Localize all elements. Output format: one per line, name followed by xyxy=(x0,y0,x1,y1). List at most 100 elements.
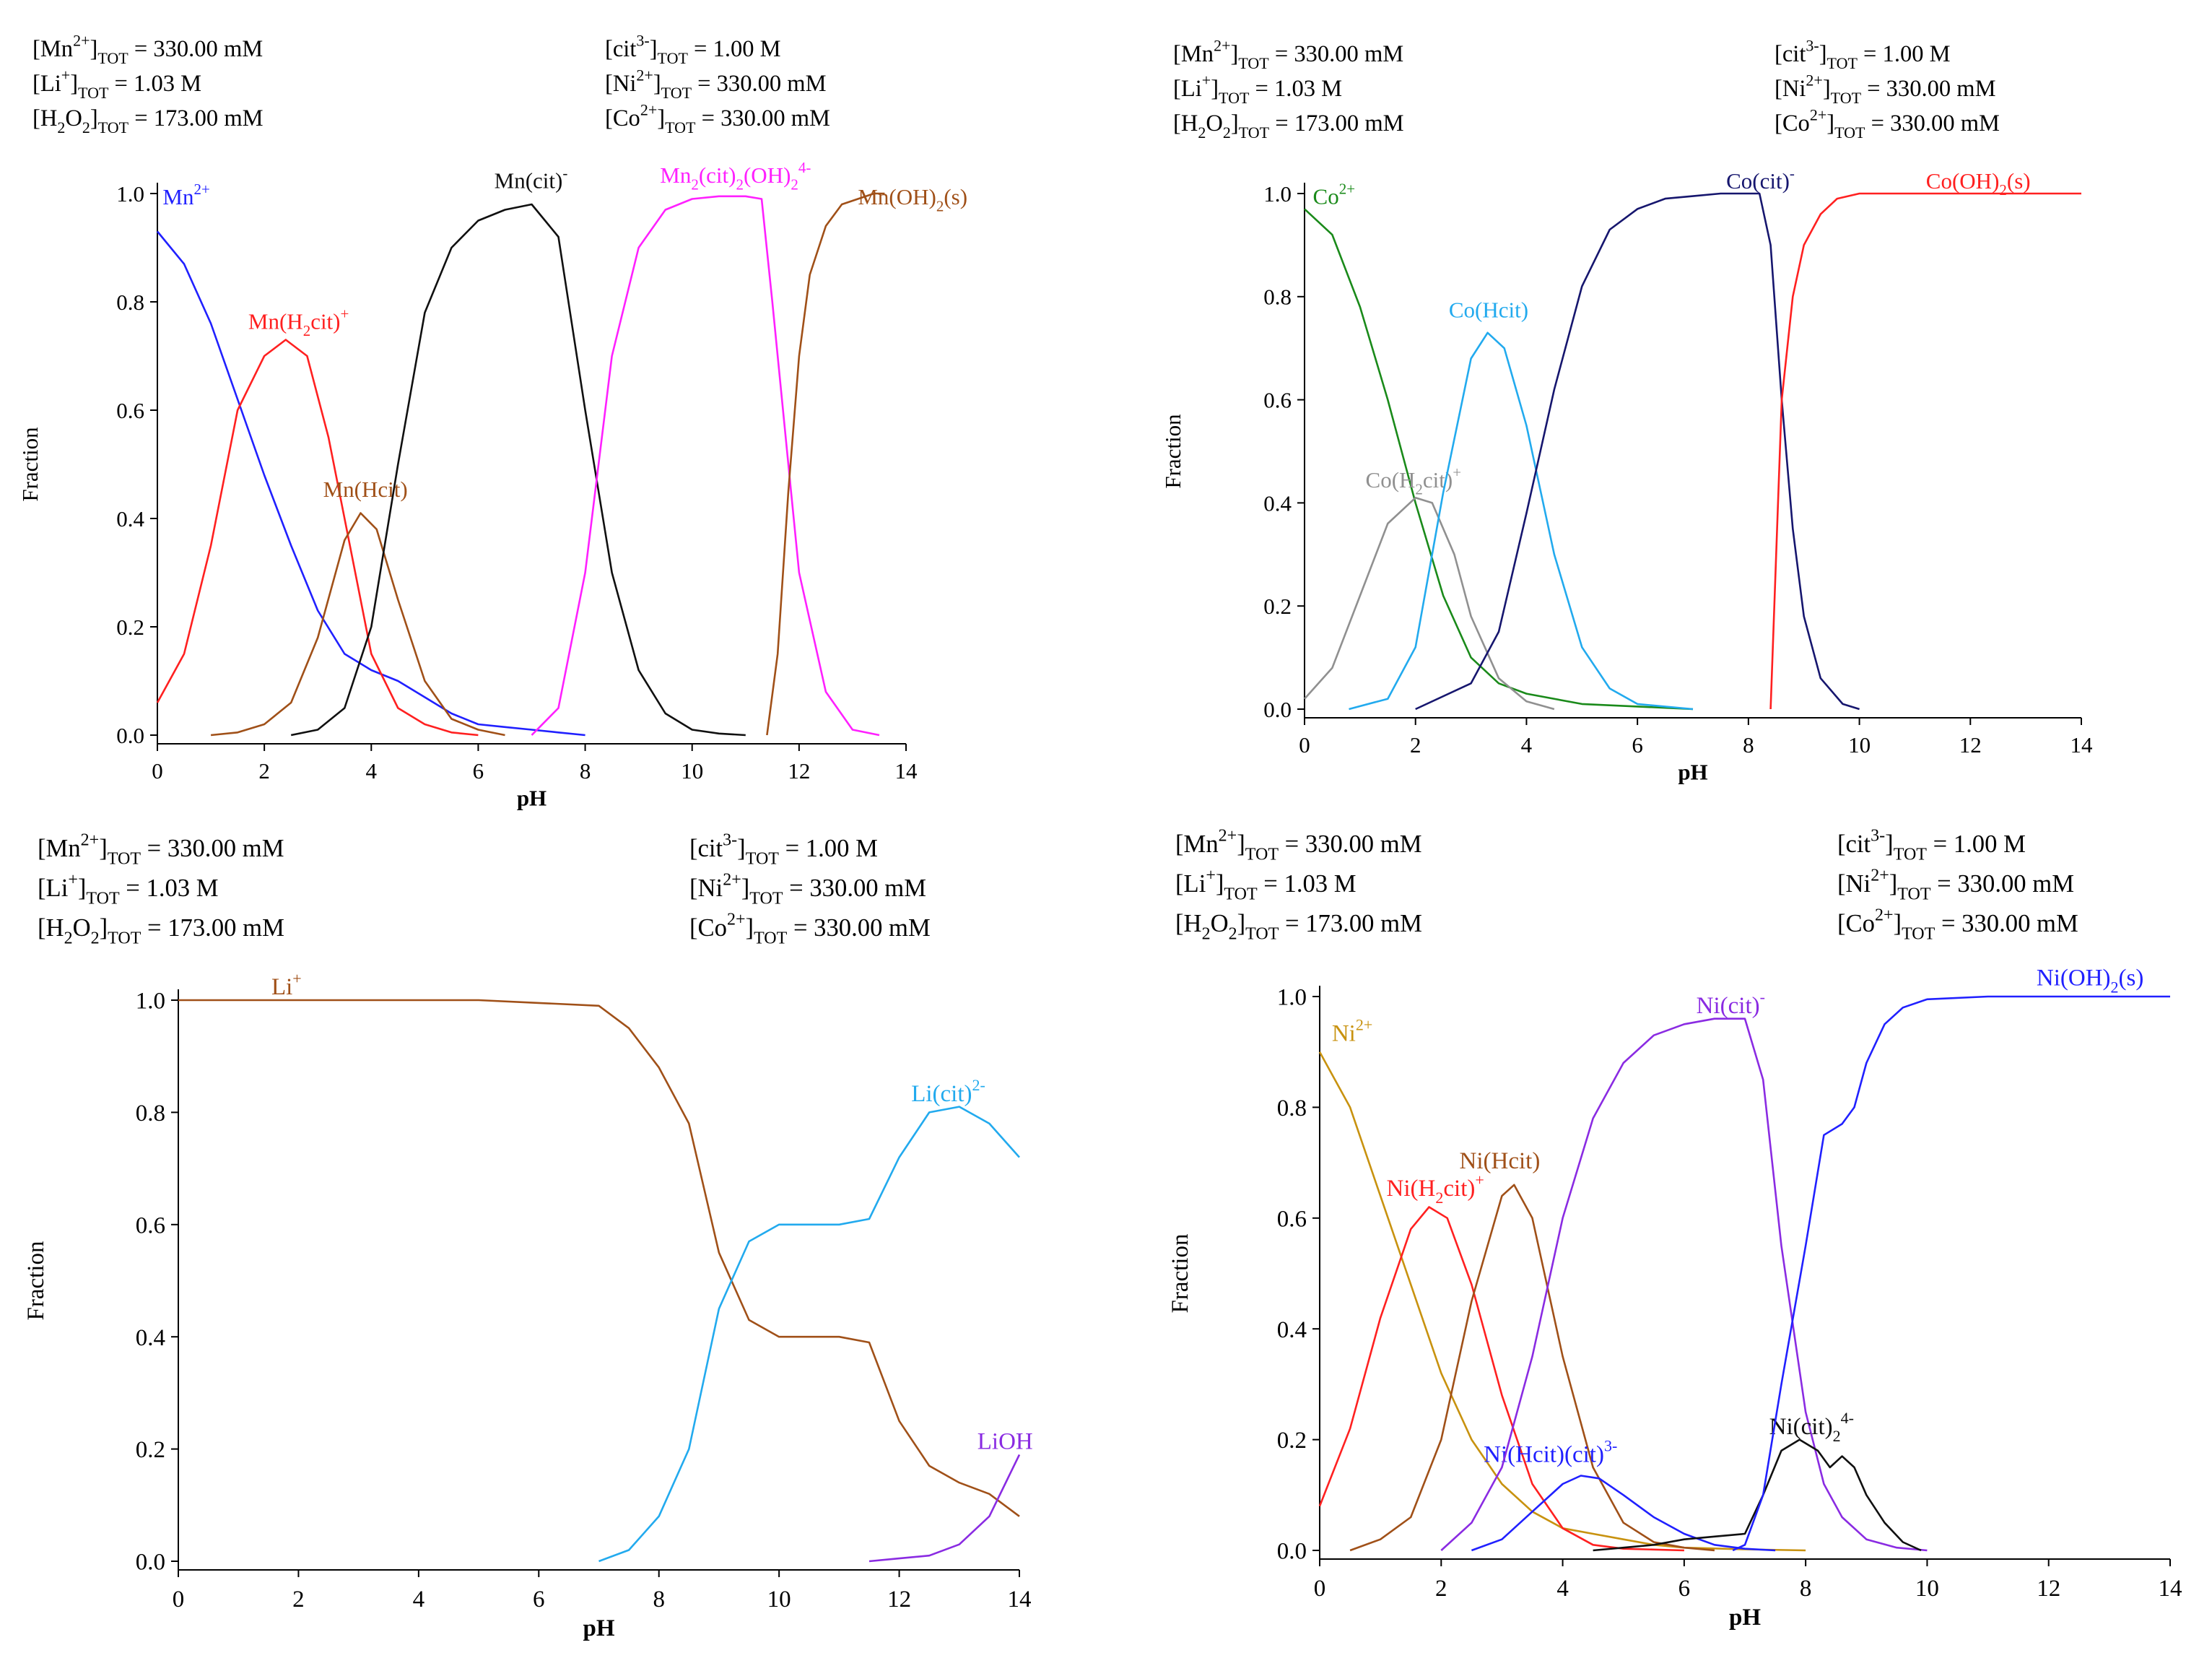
x-tick-label: 12 xyxy=(2037,1576,2060,1602)
x-tick-label: 2 xyxy=(1410,732,1421,758)
series-label-0: Co2+ xyxy=(1313,180,1356,209)
series-label-4: Mn2(cit)2(OH)24- xyxy=(660,159,811,193)
y-tick-label: 0.8 xyxy=(1263,285,1292,310)
series-label-3: Mn(cit)- xyxy=(495,165,568,194)
y-tick-label: 1.0 xyxy=(116,181,144,207)
x-tick-label: 4 xyxy=(413,1587,425,1613)
x-tick-label: 0 xyxy=(173,1587,185,1613)
x-tick-label: 10 xyxy=(1848,732,1871,758)
x-tick-label: 6 xyxy=(473,758,484,784)
condition-left-2: [H2O2]TOT = 173.00 mM xyxy=(38,914,284,947)
y-tick-label: 0.8 xyxy=(116,290,144,315)
series-line-3 xyxy=(1471,1475,1776,1552)
series-label-1: Li(cit)2- xyxy=(911,1076,985,1107)
series-label-1: Ni(H2cit)+ xyxy=(1387,1171,1484,1207)
series-line-0 xyxy=(156,230,585,737)
x-tick-label: 12 xyxy=(887,1587,911,1613)
series-label-2: Ni(Hcit) xyxy=(1460,1148,1541,1174)
y-tick-label: 0.6 xyxy=(1277,1206,1307,1232)
x-axis-label: pH xyxy=(583,1615,614,1641)
y-tick-label: 0.2 xyxy=(1277,1428,1307,1454)
panel-ni-speciation: [Mn2+]TOT = 330.00 mM[Li+]TOT = 1.03 M [H… xyxy=(1167,826,2182,1630)
y-tick-label: 0.6 xyxy=(116,398,144,423)
series-line-1 xyxy=(598,1106,1020,1563)
series-label-2: LiOH xyxy=(977,1429,1033,1455)
y-tick-label: 0.6 xyxy=(136,1212,165,1238)
condition-right-0: [cit3-]TOT = 1.00 M xyxy=(1775,36,1951,71)
series-line-6 xyxy=(1732,995,2170,1552)
x-tick-label: 14 xyxy=(895,758,918,784)
series-line-1 xyxy=(1304,497,1555,711)
x-tick-label: 8 xyxy=(1800,1576,1812,1602)
x-tick-label: 4 xyxy=(366,758,378,784)
condition-left-1: [Li+]TOT = 1.03 M xyxy=(38,870,219,908)
x-axis-label: pH xyxy=(517,785,547,810)
panel-mn-speciation: [Mn2+]TOT = 330.00 mM[Li+]TOT = 1.03 M [H… xyxy=(17,31,967,810)
x-tick-label: 4 xyxy=(1556,1576,1569,1602)
y-tick-label: 1.0 xyxy=(1263,181,1292,207)
x-tick-label: 0 xyxy=(1299,732,1310,758)
condition-right-1: [Ni2+]TOT = 330.00 mM xyxy=(1837,866,2074,903)
y-tick-label: 0.8 xyxy=(1277,1095,1307,1121)
series-label-1: Co(H2cit)+ xyxy=(1366,464,1462,498)
x-tick-label: 0 xyxy=(1314,1576,1326,1602)
condition-left-0: [Mn2+]TOT = 330.00 mM xyxy=(32,31,263,66)
x-tick-label: 8 xyxy=(580,758,591,784)
x-tick-label: 0 xyxy=(152,758,163,784)
x-tick-label: 10 xyxy=(1915,1576,1939,1602)
y-tick-label: 0.4 xyxy=(116,506,144,531)
condition-right-1: [Ni2+]TOT = 330.00 mM xyxy=(605,66,827,101)
series-label-0: Ni2+ xyxy=(1332,1016,1372,1047)
series-label-2: Co(Hcit) xyxy=(1449,297,1528,322)
x-tick-label: 14 xyxy=(2159,1576,2182,1602)
x-tick-label: 12 xyxy=(788,758,810,784)
series-label-6: Ni(OH)2(s) xyxy=(2037,965,2143,997)
x-tick-label: 6 xyxy=(533,1587,545,1613)
series-label-0: Li+ xyxy=(271,969,302,1000)
y-axis-label: Fraction xyxy=(1160,414,1185,489)
series-line-3 xyxy=(290,203,746,737)
series-line-4 xyxy=(1440,1017,1928,1552)
y-tick-label: 1.0 xyxy=(136,989,165,1015)
x-tick-label: 4 xyxy=(1521,732,1533,758)
x-axis-label: pH xyxy=(1678,759,1707,784)
series-label-5: Mn(OH)2(s) xyxy=(858,184,967,214)
condition-left-2: [H2O2]TOT = 173.00 mM xyxy=(32,105,264,136)
x-tick-label: 10 xyxy=(681,758,703,784)
y-tick-label: 0.2 xyxy=(1263,594,1292,619)
y-tick-label: 0.2 xyxy=(116,615,144,640)
condition-right-2: [Co2+]TOT = 330.00 mM xyxy=(605,100,830,136)
y-axis-label: Fraction xyxy=(17,427,43,502)
series-label-0: Mn2+ xyxy=(162,181,209,209)
series-label-4: Co(OH)2(s) xyxy=(1926,168,2031,199)
y-tick-label: 0.4 xyxy=(1277,1317,1307,1343)
series-line-3 xyxy=(1415,192,1860,711)
condition-right-2: [Co2+]TOT = 330.00 mM xyxy=(689,910,931,947)
series-line-5 xyxy=(1593,1438,1922,1552)
condition-right-1: [Ni2+]TOT = 330.00 mM xyxy=(689,870,926,908)
condition-left-1: [Li+]TOT = 1.03 M xyxy=(32,66,201,101)
condition-left-0: [Mn2+]TOT = 330.00 mM xyxy=(1173,36,1403,71)
x-tick-label: 12 xyxy=(1959,732,1982,758)
x-tick-label: 14 xyxy=(2071,732,2094,758)
x-tick-label: 8 xyxy=(653,1587,665,1613)
condition-left-2: [H2O2]TOT = 173.00 mM xyxy=(1175,910,1422,943)
x-tick-label: 6 xyxy=(1678,1576,1691,1602)
series-line-0 xyxy=(1318,1051,1806,1552)
y-tick-label: 0.8 xyxy=(136,1101,165,1127)
series-line-4 xyxy=(1769,192,2081,710)
x-axis-label: pH xyxy=(1729,1605,1761,1631)
series-line-2 xyxy=(1349,331,1694,711)
y-tick-label: 1.0 xyxy=(1277,985,1307,1011)
x-tick-label: 6 xyxy=(1632,732,1643,758)
condition-right-0: [cit3-]TOT = 1.00 M xyxy=(689,830,878,868)
series-line-5 xyxy=(766,192,885,736)
series-label-1: Mn(H2cit)+ xyxy=(248,305,349,339)
series-label-5: Ni(cit)24- xyxy=(1769,1409,1854,1445)
y-axis-label: Fraction xyxy=(23,1241,49,1321)
x-tick-label: 10 xyxy=(767,1587,791,1613)
series-line-2 xyxy=(868,1454,1021,1563)
y-tick-label: 0.0 xyxy=(1277,1539,1307,1565)
condition-right-1: [Ni2+]TOT = 330.00 mM xyxy=(1775,71,1996,106)
condition-right-0: [cit3-]TOT = 1.00 M xyxy=(1837,826,2026,864)
